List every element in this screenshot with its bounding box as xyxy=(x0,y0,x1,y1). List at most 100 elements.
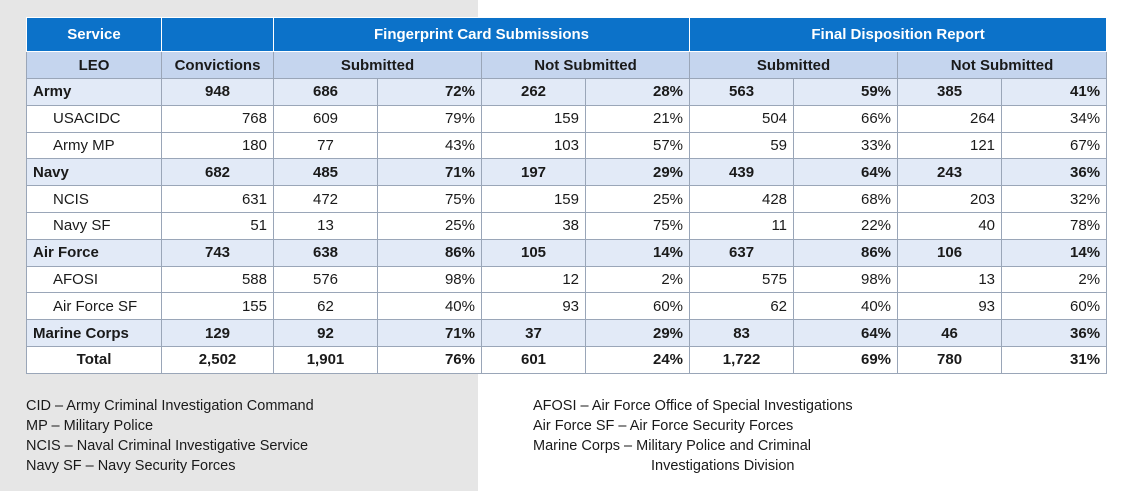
table-row: AFOSI 588 576 98% 12 2% 575 98% 13 2% xyxy=(26,265,1108,294)
cell-fp-not-submitted-count: 601 xyxy=(481,345,586,374)
cell-fp-not-submitted-count: 262 xyxy=(481,78,586,106)
cell-fp-submitted-percent: 76% xyxy=(377,345,482,374)
legend-entry: Air Force SF – Air Force Security Forces xyxy=(533,418,794,434)
cell-fp-submitted-percent: 79% xyxy=(377,104,482,133)
table-row: Air Force SF 155 62 40% 93 60% 62 40% 93… xyxy=(26,292,1108,321)
cell-fp-not-submitted-count: 105 xyxy=(481,238,586,267)
cell-fp-submitted-count: 77 xyxy=(273,131,378,160)
cell-fd-submitted-percent: 59% xyxy=(793,78,899,106)
cell-convictions: 129 xyxy=(161,319,274,347)
cell-fd-not-submitted-count: 385 xyxy=(897,78,1003,106)
cell-convictions: 768 xyxy=(161,104,274,133)
cell-convictions: 948 xyxy=(161,78,274,106)
cell-fp-not-submitted-count: 103 xyxy=(481,131,586,160)
cell-fp-submitted-percent: 72% xyxy=(377,78,482,106)
cell-convictions: 2,502 xyxy=(161,345,274,374)
cell-fp-submitted-count: 92 xyxy=(273,319,378,347)
legend-entry: AFOSI – Air Force Office of Special Inve… xyxy=(533,398,853,414)
cell-fp-submitted-count: 576 xyxy=(273,265,378,294)
row-label: USACIDC xyxy=(26,104,162,133)
cell-fd-submitted-count: 83 xyxy=(689,319,795,347)
legend-entry: NCIS – Naval Criminal Investigative Serv… xyxy=(26,438,309,454)
cell-fp-not-submitted-percent: 25% xyxy=(584,185,691,213)
cell-fp-submitted-count: 62 xyxy=(273,292,378,321)
cell-fd-not-submitted-percent: 14% xyxy=(1001,238,1108,267)
table-row: Army MP 180 77 43% 103 57% 59 33% 121 67… xyxy=(26,131,1108,160)
cell-fd-submitted-percent: 64% xyxy=(793,319,899,347)
header-fingerprint-card-submissions: Fingerprint Card Submissions xyxy=(272,17,691,52)
cell-convictions: 743 xyxy=(161,238,274,267)
cell-fp-not-submitted-count: 197 xyxy=(481,158,586,187)
header-final-disposition-report: Final Disposition Report xyxy=(689,17,1108,52)
cell-fd-not-submitted-percent: 34% xyxy=(1001,104,1108,133)
cell-fd-not-submitted-count: 40 xyxy=(897,211,1003,240)
cell-fp-not-submitted-percent: 21% xyxy=(584,104,691,133)
header-fp-not-submitted: Not Submitted xyxy=(480,51,691,79)
cell-convictions: 180 xyxy=(161,131,274,160)
legend-entry-continuation: Investigations Division xyxy=(651,458,795,474)
cell-fp-submitted-count: 638 xyxy=(273,238,378,267)
cell-fd-not-submitted-percent: 60% xyxy=(1001,292,1108,321)
legend-right: AFOSI – Air Force Office of Special Inve… xyxy=(533,396,853,476)
cell-fp-not-submitted-percent: 28% xyxy=(584,78,691,106)
cell-fd-submitted-count: 563 xyxy=(689,78,795,106)
row-label: Navy SF xyxy=(26,211,162,240)
row-label: AFOSI xyxy=(26,265,162,294)
cell-fd-submitted-count: 59 xyxy=(689,131,795,160)
table-row: Marine Corps 129 92 71% 37 29% 83 64% 46… xyxy=(26,319,1108,347)
cell-fd-not-submitted-count: 13 xyxy=(897,265,1003,294)
cell-fd-submitted-percent: 98% xyxy=(793,265,899,294)
table-row: Army 948 686 72% 262 28% 563 59% 385 41% xyxy=(26,78,1108,106)
row-label: Navy xyxy=(26,158,162,187)
cell-fp-not-submitted-percent: 14% xyxy=(584,238,691,267)
cell-fp-not-submitted-count: 38 xyxy=(481,211,586,240)
cell-fp-not-submitted-percent: 57% xyxy=(584,131,691,160)
cell-fd-submitted-count: 575 xyxy=(689,265,795,294)
cell-fd-submitted-percent: 33% xyxy=(793,131,899,160)
cell-convictions: 155 xyxy=(161,292,274,321)
row-label: Total xyxy=(26,345,162,374)
convictions-table: Service Fingerprint Card Submissions Fin… xyxy=(26,17,1108,374)
cell-fp-submitted-percent: 71% xyxy=(377,319,482,347)
legend-entry: CID – Army Criminal Investigation Comman… xyxy=(26,398,314,414)
table-row: Air Force 743 638 86% 105 14% 637 86% 10… xyxy=(26,238,1108,267)
cell-fd-submitted-percent: 40% xyxy=(793,292,899,321)
cell-fp-submitted-percent: 98% xyxy=(377,265,482,294)
cell-fp-submitted-percent: 25% xyxy=(377,211,482,240)
cell-fd-submitted-count: 439 xyxy=(689,158,795,187)
table-row-total: Total 2,502 1,901 76% 601 24% 1,722 69% … xyxy=(26,345,1108,374)
table-row: Navy 682 485 71% 197 29% 439 64% 243 36% xyxy=(26,158,1108,187)
cell-fp-not-submitted-percent: 75% xyxy=(584,211,691,240)
cell-fp-submitted-count: 609 xyxy=(273,104,378,133)
cell-fd-not-submitted-count: 780 xyxy=(897,345,1003,374)
legend-entry: MP – Military Police xyxy=(26,418,154,434)
header-fp-submitted: Submitted xyxy=(273,51,482,79)
cell-fd-not-submitted-count: 93 xyxy=(897,292,1003,321)
legend-entry: Marine Corps – Military Police and Crimi… xyxy=(533,438,812,454)
cell-fd-submitted-percent: 64% xyxy=(793,158,899,187)
cell-fp-not-submitted-count: 159 xyxy=(481,185,586,213)
cell-fd-submitted-count: 428 xyxy=(689,185,795,213)
cell-fp-submitted-count: 1,901 xyxy=(273,345,378,374)
cell-fp-submitted-count: 472 xyxy=(273,185,378,213)
table-row: USACIDC 768 609 79% 159 21% 504 66% 264 … xyxy=(26,104,1108,133)
cell-fp-submitted-percent: 43% xyxy=(377,131,482,160)
cell-fp-not-submitted-percent: 60% xyxy=(584,292,691,321)
cell-fd-not-submitted-percent: 31% xyxy=(1001,345,1108,374)
cell-fp-not-submitted-percent: 29% xyxy=(584,158,691,187)
cell-fd-not-submitted-percent: 78% xyxy=(1001,211,1108,240)
cell-fd-not-submitted-count: 243 xyxy=(897,158,1003,187)
row-label: Army MP xyxy=(26,131,162,160)
cell-fp-submitted-count: 13 xyxy=(273,211,378,240)
cell-convictions: 631 xyxy=(161,185,274,213)
cell-fd-not-submitted-percent: 36% xyxy=(1001,158,1108,187)
cell-fd-submitted-count: 11 xyxy=(689,211,795,240)
cell-fd-submitted-count: 637 xyxy=(689,238,795,267)
cell-fd-submitted-percent: 66% xyxy=(793,104,899,133)
row-label: Air Force xyxy=(26,238,162,267)
cell-fp-not-submitted-count: 93 xyxy=(481,292,586,321)
row-label: NCIS xyxy=(26,185,162,213)
cell-fd-not-submitted-percent: 2% xyxy=(1001,265,1108,294)
row-label: Army xyxy=(26,78,162,106)
cell-fd-submitted-count: 62 xyxy=(689,292,795,321)
